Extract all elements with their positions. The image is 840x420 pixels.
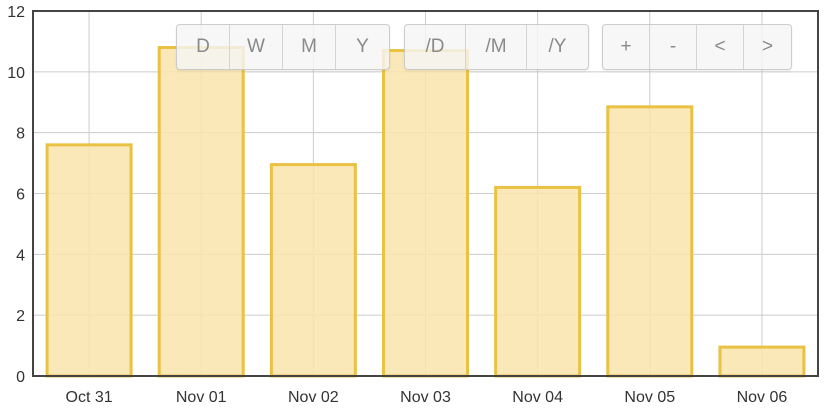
per-month-button[interactable]: /M [466, 25, 527, 69]
y-tick-label: 12 [7, 4, 25, 21]
plot-frame [32, 10, 819, 377]
y-tick-labels: 0 2 4 6 8 10 12 [7, 4, 25, 386]
x-tick-label: Oct 31 [66, 389, 113, 406]
month-button[interactable]: M [283, 25, 336, 69]
axes [32, 10, 819, 377]
y-tick-label: 10 [7, 65, 25, 82]
week-button[interactable]: W [230, 25, 283, 69]
zoom-in-button[interactable]: + [603, 25, 650, 69]
x-tick-label: Nov 03 [400, 389, 451, 406]
y-tick-label: 2 [16, 308, 25, 325]
per-year-button[interactable]: /Y [548, 36, 567, 57]
bar [45, 143, 133, 378]
year-button[interactable]: Y [356, 36, 369, 57]
day-button[interactable]: D [177, 25, 230, 69]
y-tick-label: 8 [16, 126, 25, 143]
navigation-button-group: + - < > [602, 24, 792, 70]
period-button-group: D W M Y [176, 24, 390, 70]
x-tick-labels: Oct 31 Nov 01 Nov 02 Nov 03 Nov 04 Nov 05 Nov … [66, 389, 788, 406]
x-tick-label: Nov 01 [176, 389, 227, 406]
bar [494, 185, 582, 378]
y-tick-label: 0 [16, 369, 25, 386]
zoom-out-button[interactable]: - [650, 25, 697, 69]
bar [718, 345, 806, 378]
bar [269, 163, 357, 378]
x-tick-label: Nov 05 [624, 389, 675, 406]
next-button[interactable]: > [761, 36, 774, 57]
bar [606, 105, 694, 378]
x-tick-label: Nov 02 [288, 389, 339, 406]
x-tick-label: Nov 06 [737, 389, 788, 406]
bar [157, 46, 245, 378]
y-tick-label: 4 [16, 247, 25, 264]
per-day-button[interactable]: /D [405, 25, 466, 69]
per-period-button-group: /D /M /Y [404, 24, 589, 70]
y-tick-label: 6 [16, 187, 25, 204]
bars [45, 46, 806, 378]
previous-button[interactable]: < [697, 25, 744, 69]
bar [382, 49, 469, 378]
x-tick-label: Nov 04 [512, 389, 563, 406]
